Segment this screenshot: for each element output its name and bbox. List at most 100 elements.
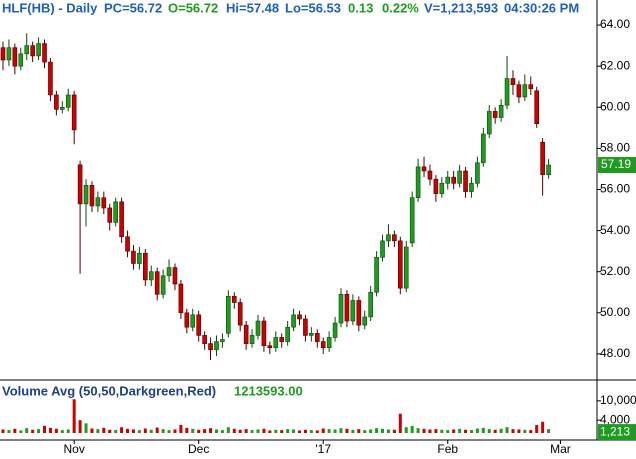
open: O=56.72 [168, 0, 218, 15]
candle-body [107, 207, 113, 223]
y-tick-label: 62.00 [600, 58, 630, 72]
volume-bar [114, 430, 118, 433]
candle-body [546, 164, 551, 175]
candle-body [451, 176, 456, 184]
candle-body [398, 240, 403, 289]
candle-body [196, 314, 201, 336]
volume-bar [31, 429, 35, 433]
candle-body [160, 275, 166, 295]
x-tick-label: Mar [550, 442, 571, 456]
last-price-label: 57.19 [601, 157, 631, 171]
volume-tick-label: 4,000 [600, 412, 630, 426]
volume-bar [517, 429, 521, 433]
candle-body [113, 201, 118, 223]
y-tick-label: 48.00 [600, 346, 630, 360]
candle-body [273, 337, 279, 349]
volume-bar [102, 427, 106, 433]
volume-bar [410, 425, 414, 433]
volume-bar [292, 429, 296, 433]
volume-bar [120, 427, 124, 433]
volume-bar [321, 428, 325, 433]
candle-body [125, 236, 130, 252]
candle-body [457, 170, 462, 184]
candle-body [433, 178, 439, 194]
candle-body [350, 300, 356, 322]
change-pct: 0.22% [382, 0, 419, 15]
candle-body [220, 339, 225, 342]
volume-bar [404, 427, 408, 433]
volume-bar [446, 430, 450, 433]
candle-body [279, 337, 285, 342]
volume-bar [535, 424, 539, 433]
candle-body [392, 234, 397, 242]
candle-body [439, 183, 445, 194]
y-tick-label: 52.00 [600, 264, 630, 278]
last-volume-label: 1,213 [600, 424, 630, 438]
y-tick-label: 56.00 [600, 182, 630, 196]
volume-bar [458, 428, 462, 433]
volume-bar [96, 429, 100, 433]
volume-bar [416, 428, 420, 433]
candle-body [231, 296, 237, 303]
candle-body [309, 333, 314, 336]
volume-bar [226, 427, 230, 433]
candle-body [540, 141, 545, 175]
candle-body [261, 320, 267, 346]
volume-bar [345, 428, 349, 433]
volume-bar [48, 427, 52, 433]
candle-body [386, 234, 391, 242]
candle-body [143, 252, 148, 281]
volume-bar [54, 428, 58, 433]
candle-body [166, 267, 172, 277]
volume-bar [333, 429, 337, 433]
volume-bar [398, 413, 402, 433]
candle-body [285, 326, 290, 342]
volume-bar [1, 429, 5, 433]
candle-body [314, 333, 320, 342]
candle-body [202, 335, 207, 344]
volume-bar [280, 430, 284, 433]
volume-bar [529, 430, 533, 433]
candle-body [303, 318, 308, 336]
candle-body [463, 170, 468, 192]
volume-bar [185, 427, 189, 433]
candle-body [368, 291, 373, 318]
candle-body [208, 343, 213, 351]
candle-body [528, 84, 534, 90]
high: Hi=57.48 [226, 0, 279, 15]
candle-body [498, 104, 504, 118]
volume-bar [238, 429, 242, 433]
candle-body [421, 166, 427, 172]
volume-bar [286, 429, 290, 433]
candle-body [131, 250, 136, 264]
y-tick-label: 58.00 [600, 141, 630, 155]
candle-body [6, 47, 12, 61]
volume-bar [143, 428, 147, 433]
last-volume-box [598, 424, 636, 441]
candle-body [237, 302, 243, 326]
volume-bar [274, 429, 278, 433]
volume-bar [191, 428, 195, 433]
volume-bar [60, 430, 64, 433]
volume-bar [250, 430, 254, 433]
candle-body [510, 78, 516, 85]
volume-bar [72, 399, 76, 433]
candle-body [481, 133, 486, 164]
candle-body [24, 45, 30, 55]
candle-body [362, 316, 368, 326]
time: 04:30:26 PM [504, 0, 579, 15]
candle-body [344, 293, 350, 322]
candle-body [89, 185, 95, 207]
volume-bar [268, 430, 272, 433]
volume-bar [78, 420, 82, 433]
volume-bar [256, 429, 260, 433]
candle-body [119, 201, 124, 238]
candle-body [415, 166, 421, 199]
candle-body [18, 53, 24, 67]
volume-bar [173, 429, 177, 433]
candle-body [332, 322, 338, 338]
candle-body [83, 185, 89, 205]
y-tick-label: 50.00 [600, 305, 630, 319]
volume-bar [357, 429, 361, 433]
